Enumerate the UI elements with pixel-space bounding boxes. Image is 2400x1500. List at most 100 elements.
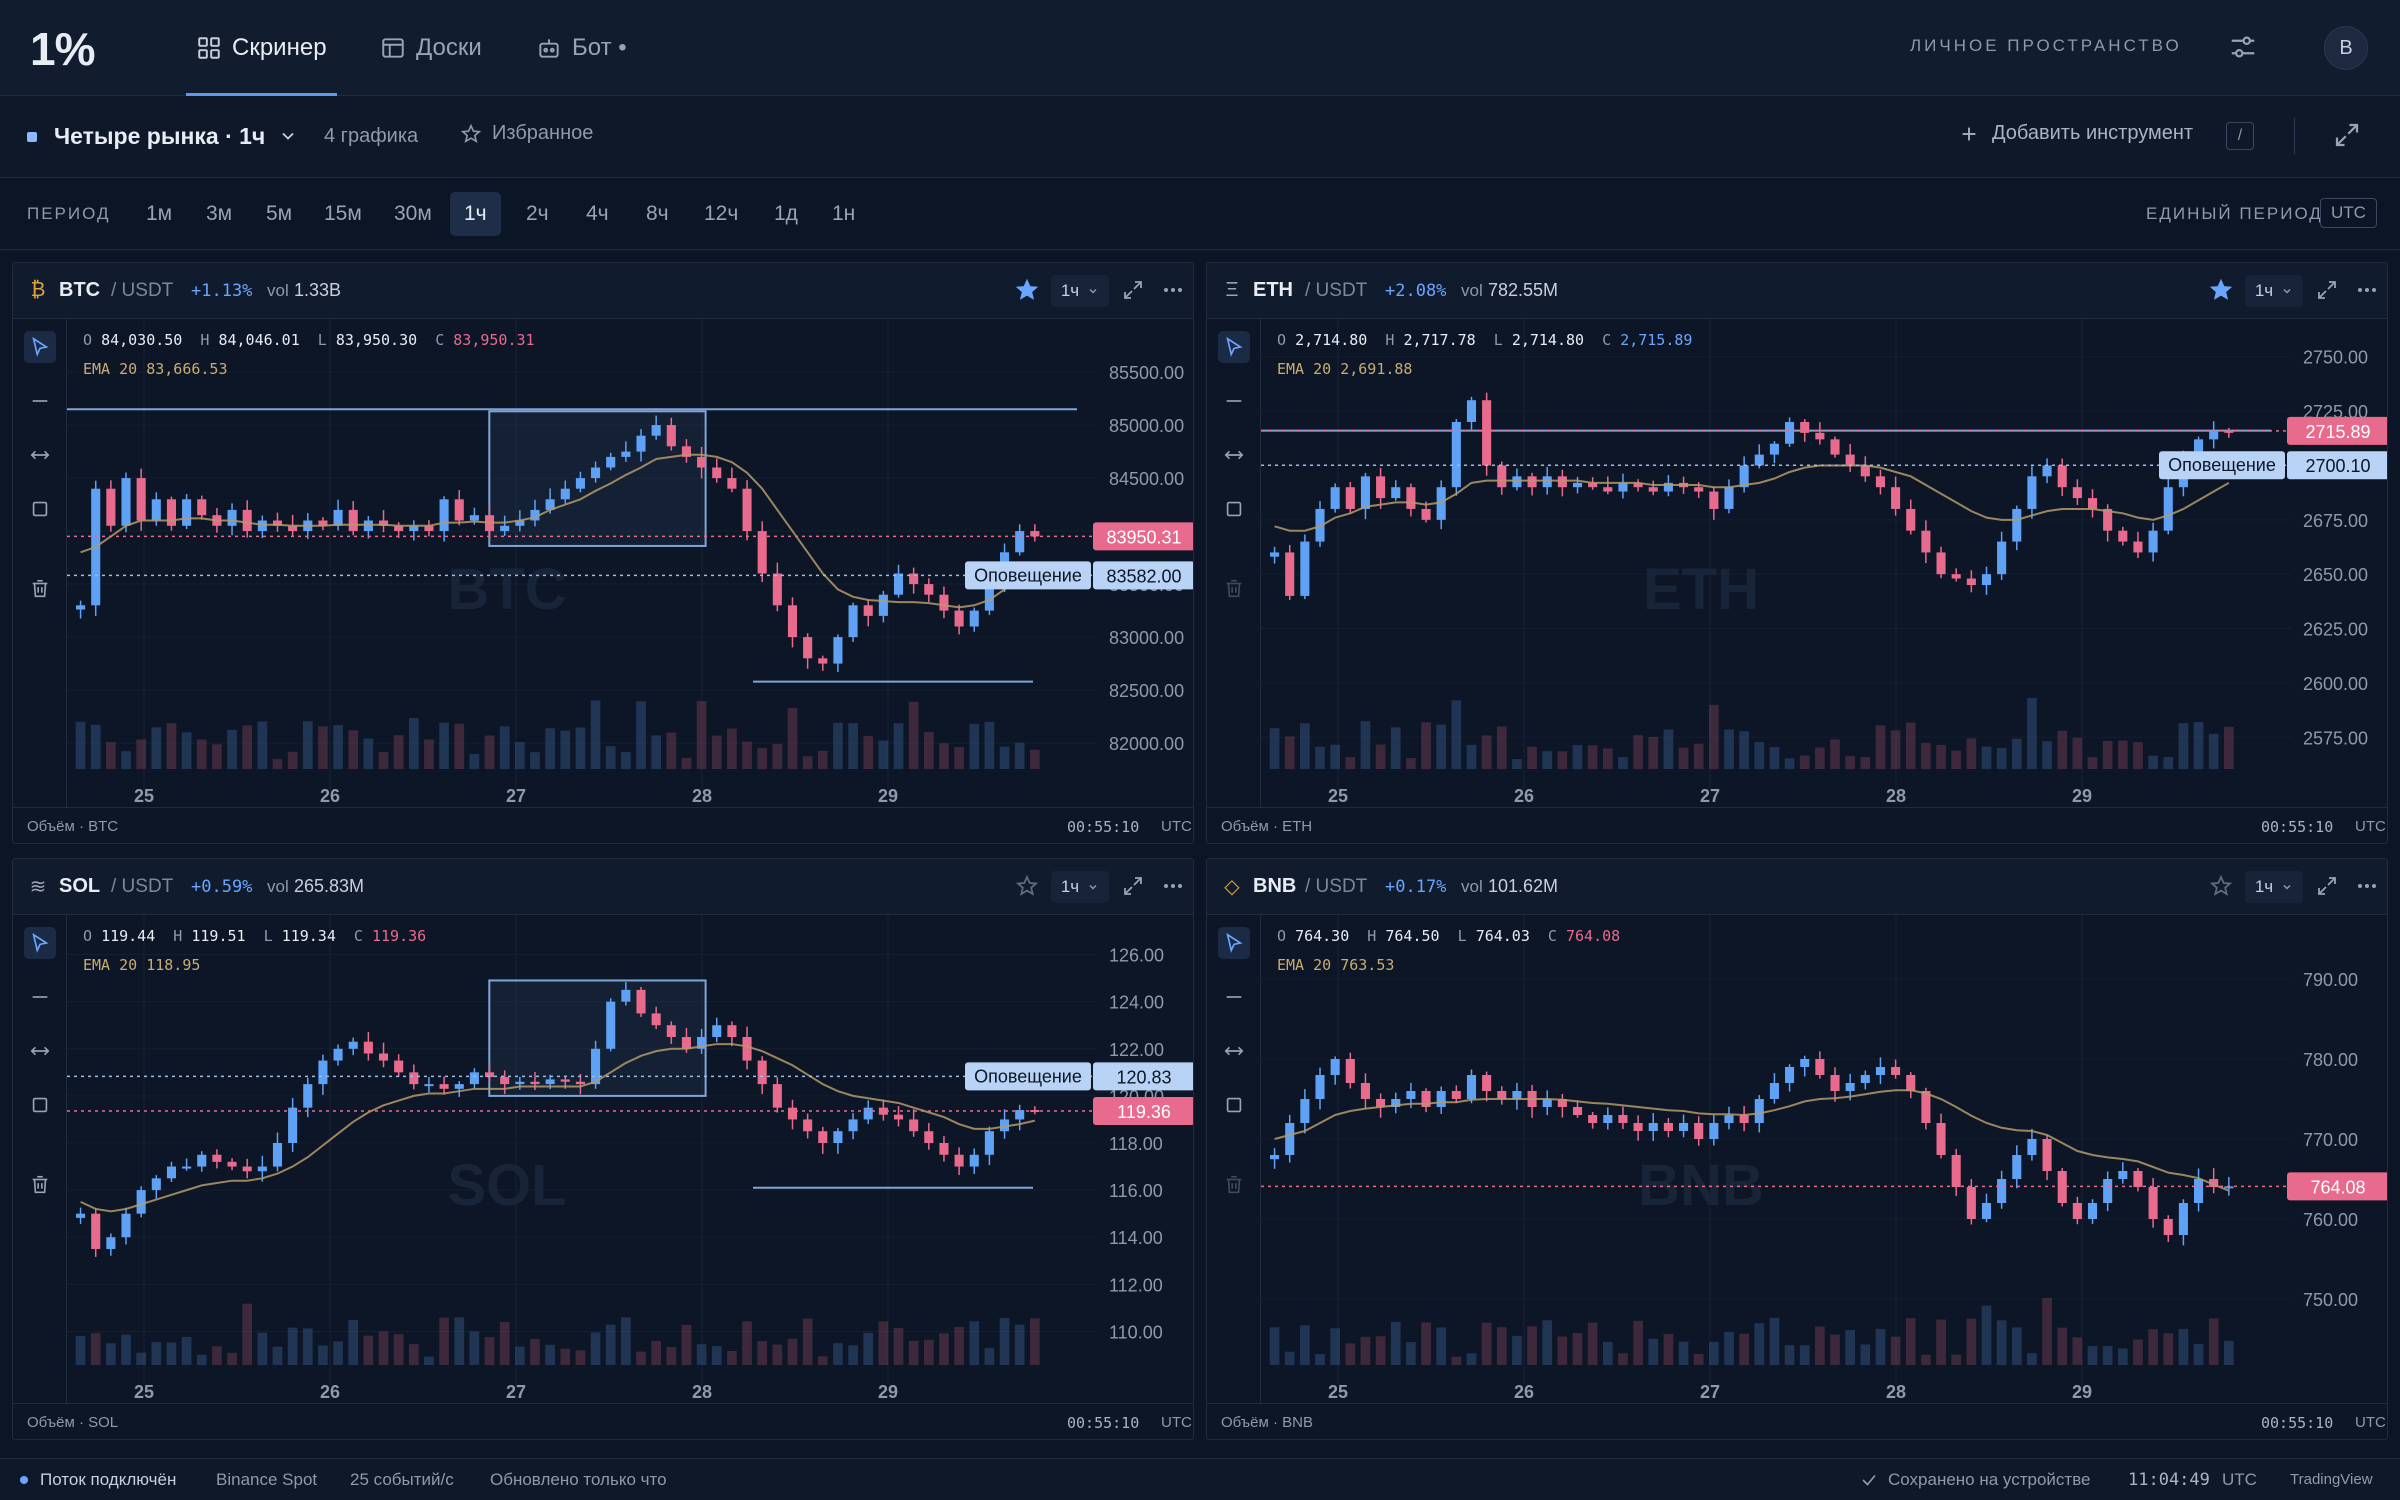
- volume-bar: [605, 1324, 616, 1365]
- period-option[interactable]: 4ч: [586, 202, 609, 225]
- candle: [1769, 441, 1779, 464]
- symbol-watermark: ETH: [1643, 557, 1759, 622]
- sliders-icon[interactable]: [2228, 32, 2258, 62]
- volume-bar: [1330, 1328, 1341, 1365]
- brand-label[interactable]: TradingView: [2290, 1471, 2373, 1488]
- tab-boards[interactable]: Доски: [380, 0, 482, 96]
- fullscreen-icon[interactable]: [2315, 278, 2339, 302]
- volume-bar: [2208, 1318, 2219, 1365]
- timeframe-select[interactable]: 1ч: [2245, 871, 2303, 903]
- avatar[interactable]: B: [2324, 26, 2368, 70]
- alert-price-tag[interactable]: [2287, 451, 2388, 480]
- add-instrument-button[interactable]: Добавить инструмент: [1958, 122, 2193, 145]
- line-tool[interactable]: [24, 385, 56, 417]
- alert-tag[interactable]: [2159, 451, 2285, 480]
- star-icon[interactable]: [1015, 278, 1039, 302]
- board-title[interactable]: Четыре рынка · 1ч: [54, 123, 266, 149]
- timeframe-select[interactable]: 1ч: [1051, 871, 1109, 903]
- fullscreen-icon[interactable]: [2315, 874, 2339, 898]
- tab-bot[interactable]: Бот •: [536, 0, 627, 96]
- star-icon[interactable]: [2209, 874, 2233, 898]
- volume-bar: [378, 752, 389, 769]
- alert-price-tag[interactable]: [1093, 1062, 1194, 1091]
- alert-tag[interactable]: [965, 1062, 1091, 1091]
- measure-tool[interactable]: [1218, 1035, 1250, 1067]
- volume-bar: [257, 721, 268, 769]
- delete-tool[interactable]: [24, 1169, 56, 1201]
- timeframe-select[interactable]: 1ч: [2245, 275, 2303, 307]
- candle: [485, 1061, 495, 1083]
- volume-bar: [923, 732, 934, 769]
- rectangle-tool[interactable]: [24, 493, 56, 525]
- symbol[interactable]: BTC: [59, 279, 101, 301]
- chevron-down-icon[interactable]: [278, 126, 298, 146]
- period-option[interactable]: 8ч: [646, 202, 669, 225]
- alert-tag[interactable]: [965, 561, 1091, 590]
- tab-screener[interactable]: Скринер: [186, 0, 337, 96]
- volume-bar: [2178, 723, 2189, 769]
- price-chart[interactable]: 2750.002725.002700.002675.002650.002625.…: [1261, 319, 2388, 807]
- volume-bar: [1890, 1336, 1901, 1365]
- period-option[interactable]: 2ч: [526, 202, 549, 225]
- app-logo[interactable]: 1%: [30, 23, 95, 75]
- delete-tool[interactable]: [24, 573, 56, 605]
- symbol[interactable]: BNB: [1253, 875, 1297, 897]
- volume-bar: [287, 1327, 298, 1365]
- price-chart[interactable]: 126.00124.00122.00120.00118.00116.00114.…: [67, 915, 1194, 1403]
- symbol[interactable]: SOL: [59, 875, 101, 897]
- candle: [454, 490, 464, 526]
- cursor-tool[interactable]: [24, 927, 56, 959]
- cursor-tool[interactable]: [1218, 331, 1250, 363]
- favorites-button[interactable]: Избранное: [460, 122, 593, 145]
- period-option[interactable]: 1н: [832, 202, 856, 225]
- more-icon[interactable]: [2355, 874, 2379, 898]
- period-option[interactable]: 1д: [774, 202, 798, 225]
- period-option[interactable]: 1м: [146, 202, 173, 225]
- line-tool[interactable]: [1218, 981, 1250, 1013]
- rectangle-tool[interactable]: [1218, 493, 1250, 525]
- star-icon[interactable]: [1015, 874, 1039, 898]
- alert-price-tag[interactable]: [1093, 561, 1194, 590]
- period-option[interactable]: 1ч: [450, 192, 501, 236]
- candle: [636, 429, 646, 462]
- period-option[interactable]: 15м: [324, 202, 362, 225]
- fullscreen-icon[interactable]: [1121, 278, 1145, 302]
- volume-bar: [1315, 746, 1325, 769]
- panel-timezone: UTC: [1161, 1414, 1192, 1431]
- more-icon[interactable]: [1161, 874, 1185, 898]
- arrows-horizontal-icon: [1224, 1046, 1244, 1056]
- price-chart[interactable]: 790.00 780.00 770.00 760.00 750.00 25 26 27 28 29…: [1261, 915, 2388, 1403]
- cursor-icon: [32, 932, 49, 953]
- measure-tool[interactable]: [24, 439, 56, 471]
- rectangle-tool[interactable]: [1218, 1089, 1250, 1121]
- measure-tool[interactable]: [24, 1035, 56, 1067]
- volume-bar: [696, 701, 707, 769]
- more-icon[interactable]: [2355, 278, 2379, 302]
- cursor-tool[interactable]: [24, 331, 56, 363]
- volume-bar: [242, 1303, 253, 1365]
- measure-tool[interactable]: [1218, 439, 1250, 471]
- volume-bar: [469, 753, 480, 769]
- cursor-tool[interactable]: [1218, 927, 1250, 959]
- timeframe-select[interactable]: 1ч: [1051, 275, 1109, 307]
- workspace-switcher[interactable]: ЛИЧНОЕ ПРОСТРАНСТВО: [1910, 36, 2182, 55]
- period-option[interactable]: 12ч: [704, 202, 739, 225]
- timezone-badge[interactable]: UTC: [2320, 198, 2377, 228]
- line-tool[interactable]: [24, 981, 56, 1013]
- more-icon[interactable]: [1161, 278, 1185, 302]
- symbol[interactable]: ETH: [1253, 279, 1293, 301]
- period-option[interactable]: 5м: [266, 202, 293, 225]
- delete-tool[interactable]: [1218, 573, 1250, 605]
- expand-icon[interactable]: [2332, 120, 2362, 150]
- delete-tool[interactable]: [1218, 1169, 1250, 1201]
- star-icon[interactable]: [2209, 278, 2233, 302]
- period-option[interactable]: 30м: [394, 202, 432, 225]
- rectangle-tool[interactable]: [24, 1089, 56, 1121]
- candle: [1906, 499, 1916, 535]
- volume-bar: [1708, 704, 1719, 769]
- fullscreen-icon[interactable]: [1121, 874, 1145, 898]
- price-chart[interactable]: 85500.0085000.0084500.0084000.0083500.00…: [67, 319, 1194, 807]
- period-option[interactable]: 3м: [206, 202, 233, 225]
- line-tool[interactable]: [1218, 385, 1250, 417]
- chart-count: 4 графика: [324, 125, 419, 147]
